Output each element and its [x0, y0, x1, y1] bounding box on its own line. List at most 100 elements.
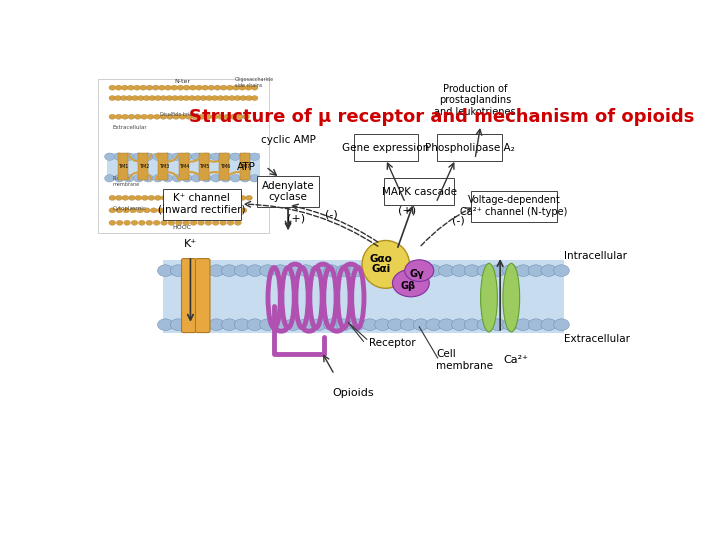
Text: cyclic AMP: cyclic AMP: [261, 134, 315, 145]
Circle shape: [201, 174, 211, 182]
Circle shape: [126, 96, 132, 100]
Circle shape: [230, 153, 240, 160]
Circle shape: [362, 265, 377, 276]
Text: Gene expression: Gene expression: [342, 143, 429, 153]
Circle shape: [451, 319, 467, 330]
Text: HOOC: HOOC: [173, 225, 192, 230]
Circle shape: [152, 85, 159, 90]
Circle shape: [541, 265, 557, 276]
Circle shape: [247, 319, 263, 330]
Circle shape: [324, 265, 339, 276]
Circle shape: [209, 265, 224, 276]
Text: Gγ: Gγ: [410, 269, 424, 279]
Circle shape: [171, 96, 179, 100]
Circle shape: [161, 220, 167, 225]
Circle shape: [161, 195, 168, 200]
Circle shape: [222, 265, 237, 276]
Circle shape: [233, 195, 239, 200]
Ellipse shape: [480, 264, 498, 332]
Text: TM1: TM1: [118, 164, 129, 169]
Circle shape: [336, 319, 352, 330]
Circle shape: [143, 208, 150, 213]
Circle shape: [375, 319, 390, 330]
Circle shape: [206, 96, 212, 100]
Circle shape: [104, 174, 114, 182]
Text: Gαo: Gαo: [370, 254, 392, 265]
Circle shape: [541, 319, 557, 330]
Circle shape: [172, 174, 182, 182]
Text: Voltage-dependent
Ca²⁺ channel (N-type): Voltage-dependent Ca²⁺ channel (N-type): [460, 195, 568, 217]
Circle shape: [240, 96, 246, 100]
Circle shape: [194, 195, 200, 200]
Circle shape: [122, 114, 128, 119]
Circle shape: [114, 174, 125, 182]
Circle shape: [147, 114, 154, 119]
Circle shape: [217, 114, 224, 119]
Circle shape: [226, 195, 233, 200]
Circle shape: [260, 265, 275, 276]
Circle shape: [227, 220, 234, 225]
Circle shape: [426, 265, 441, 276]
Circle shape: [230, 114, 237, 119]
Circle shape: [135, 114, 141, 119]
Circle shape: [490, 265, 505, 276]
Text: Structure of μ receptor and mechanism of opioids: Structure of μ receptor and mechanism of…: [189, 108, 694, 126]
Circle shape: [183, 319, 199, 330]
Circle shape: [177, 85, 184, 90]
FancyBboxPatch shape: [138, 153, 148, 180]
Circle shape: [163, 174, 173, 182]
Circle shape: [155, 195, 161, 200]
Circle shape: [115, 195, 122, 200]
Circle shape: [109, 114, 116, 119]
Circle shape: [220, 208, 226, 213]
Text: Disulfide bridge: Disulfide bridge: [160, 112, 199, 117]
Circle shape: [149, 96, 156, 100]
Circle shape: [124, 153, 134, 160]
Text: TM7: TM7: [240, 164, 251, 169]
Circle shape: [273, 319, 288, 330]
Ellipse shape: [362, 240, 410, 288]
FancyBboxPatch shape: [240, 153, 250, 180]
Circle shape: [464, 319, 480, 330]
Circle shape: [392, 269, 429, 297]
Circle shape: [227, 85, 233, 90]
Circle shape: [234, 319, 250, 330]
Circle shape: [155, 96, 161, 100]
Circle shape: [109, 195, 116, 200]
Circle shape: [245, 85, 252, 90]
Text: Gβ: Gβ: [400, 281, 415, 291]
Circle shape: [165, 85, 171, 90]
Circle shape: [181, 195, 187, 200]
Circle shape: [211, 153, 221, 160]
Circle shape: [186, 114, 192, 119]
Text: Phospholipase A₂: Phospholipase A₂: [425, 143, 514, 153]
Circle shape: [250, 174, 260, 182]
Circle shape: [239, 85, 246, 90]
Circle shape: [212, 208, 219, 213]
Circle shape: [196, 85, 202, 90]
Circle shape: [247, 265, 263, 276]
Circle shape: [233, 85, 239, 90]
Circle shape: [438, 319, 454, 330]
Circle shape: [311, 265, 326, 276]
Circle shape: [235, 220, 241, 225]
Circle shape: [124, 220, 130, 225]
FancyBboxPatch shape: [220, 153, 229, 180]
Circle shape: [324, 319, 339, 330]
Circle shape: [477, 319, 492, 330]
Circle shape: [516, 265, 531, 276]
Circle shape: [400, 265, 416, 276]
Text: Oligosaccharide
side chains: Oligosaccharide side chains: [235, 77, 274, 87]
Circle shape: [387, 265, 403, 276]
Text: Opioids: Opioids: [333, 388, 374, 399]
FancyBboxPatch shape: [158, 153, 168, 180]
Circle shape: [189, 96, 195, 100]
Circle shape: [128, 114, 135, 119]
Circle shape: [192, 208, 199, 213]
Circle shape: [224, 114, 230, 119]
Circle shape: [211, 114, 217, 119]
Circle shape: [160, 96, 167, 100]
Circle shape: [220, 220, 227, 225]
Circle shape: [387, 319, 403, 330]
Circle shape: [173, 114, 179, 119]
